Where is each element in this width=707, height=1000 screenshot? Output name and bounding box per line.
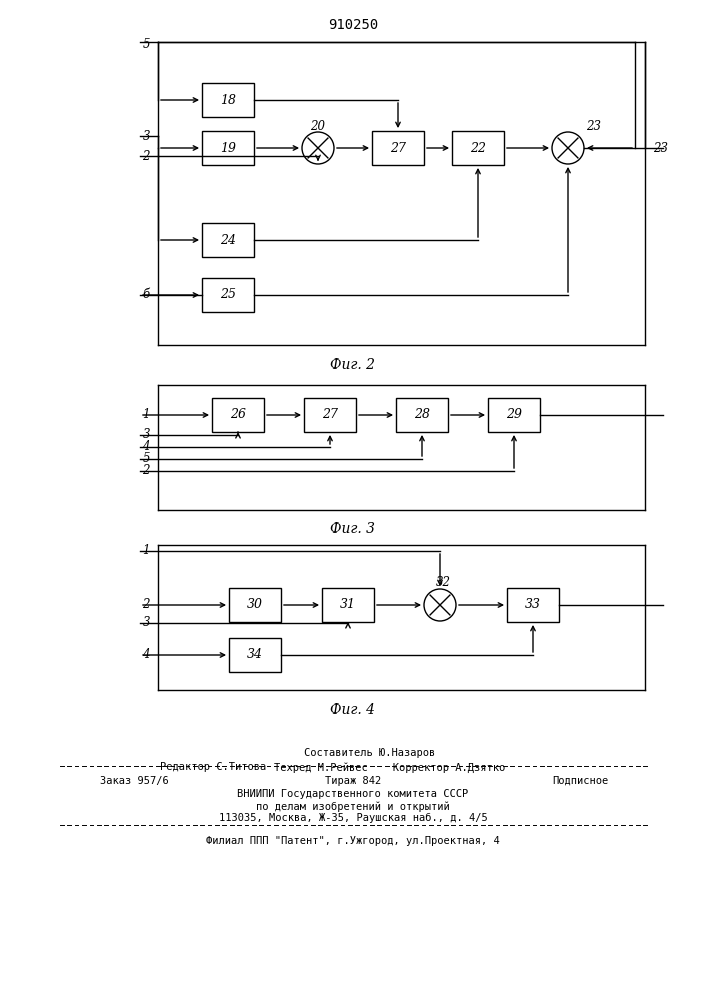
Text: Филиал ППП "Патент", г.Ужгород, ул.Проектная, 4: Филиал ППП "Патент", г.Ужгород, ул.Проек…	[206, 836, 500, 846]
FancyBboxPatch shape	[372, 131, 424, 165]
FancyBboxPatch shape	[304, 398, 356, 432]
FancyBboxPatch shape	[202, 278, 254, 312]
Text: 910250: 910250	[328, 18, 378, 32]
Text: 3: 3	[143, 129, 150, 142]
Text: 5: 5	[143, 452, 150, 466]
Text: по делам изобретений и открытий: по делам изобретений и открытий	[256, 801, 450, 812]
Text: 3: 3	[143, 616, 150, 630]
FancyBboxPatch shape	[202, 83, 254, 117]
Text: Заказ 957/6: Заказ 957/6	[100, 776, 169, 786]
Text: 24: 24	[220, 233, 236, 246]
Text: 20: 20	[310, 119, 325, 132]
Text: 113035, Москва, Ж-35, Раушская наб., д. 4/5: 113035, Москва, Ж-35, Раушская наб., д. …	[218, 813, 487, 823]
Text: Составитель Ю.Назаров: Составитель Ю.Назаров	[305, 748, 436, 758]
Text: 3: 3	[143, 428, 150, 442]
FancyBboxPatch shape	[229, 638, 281, 672]
Text: 32: 32	[436, 576, 450, 589]
Text: 28: 28	[414, 408, 430, 422]
Text: 22: 22	[470, 141, 486, 154]
Text: 2: 2	[143, 598, 150, 611]
Text: Техред М.Рейвес    Корректор А.Дзятко: Техред М.Рейвес Корректор А.Дзятко	[274, 762, 506, 773]
Text: 27: 27	[322, 408, 338, 422]
FancyBboxPatch shape	[202, 223, 254, 257]
Text: 33: 33	[525, 598, 541, 611]
FancyBboxPatch shape	[322, 588, 374, 622]
Text: Фиг. 4: Фиг. 4	[330, 703, 375, 717]
Text: б: б	[143, 288, 150, 302]
Text: Подписное: Подписное	[552, 776, 608, 786]
Text: Редактор С.Титова: Редактор С.Титова	[160, 762, 267, 772]
FancyBboxPatch shape	[202, 131, 254, 165]
Text: 1: 1	[143, 544, 150, 558]
Text: Тираж 842: Тираж 842	[325, 776, 381, 786]
Text: 34: 34	[247, 648, 263, 662]
FancyBboxPatch shape	[452, 131, 504, 165]
Text: 23: 23	[586, 119, 601, 132]
Text: Фиг. 3: Фиг. 3	[330, 522, 375, 536]
FancyBboxPatch shape	[488, 398, 540, 432]
Text: 30: 30	[247, 598, 263, 611]
Text: 2: 2	[143, 464, 150, 478]
FancyBboxPatch shape	[212, 398, 264, 432]
FancyBboxPatch shape	[507, 588, 559, 622]
FancyBboxPatch shape	[396, 398, 448, 432]
Text: 4: 4	[143, 440, 150, 454]
Text: 31: 31	[340, 598, 356, 611]
Text: 5: 5	[143, 38, 150, 51]
Text: 4: 4	[143, 648, 150, 662]
Text: 29: 29	[506, 408, 522, 422]
Text: 26: 26	[230, 408, 246, 422]
FancyBboxPatch shape	[229, 588, 281, 622]
Text: 27: 27	[390, 141, 406, 154]
Text: 2: 2	[143, 149, 150, 162]
Text: 1: 1	[143, 408, 150, 422]
Text: 18: 18	[220, 94, 236, 106]
Text: Фиг. 2: Фиг. 2	[330, 358, 375, 372]
Text: 23: 23	[653, 141, 668, 154]
Text: 19: 19	[220, 141, 236, 154]
Text: ВНИИПИ Государственного комитета СССР: ВНИИПИ Государственного комитета СССР	[238, 789, 469, 799]
Text: 25: 25	[220, 288, 236, 302]
